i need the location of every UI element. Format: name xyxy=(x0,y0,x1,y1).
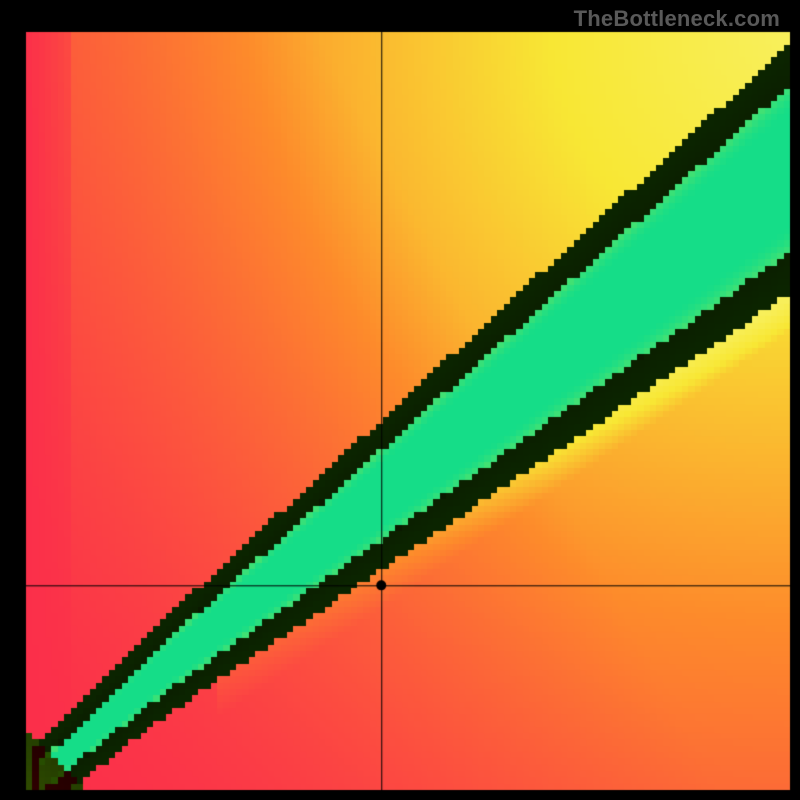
chart-container: TheBottleneck.com xyxy=(0,0,800,800)
bottleneck-heatmap xyxy=(0,0,800,800)
watermark-text: TheBottleneck.com xyxy=(574,6,780,32)
